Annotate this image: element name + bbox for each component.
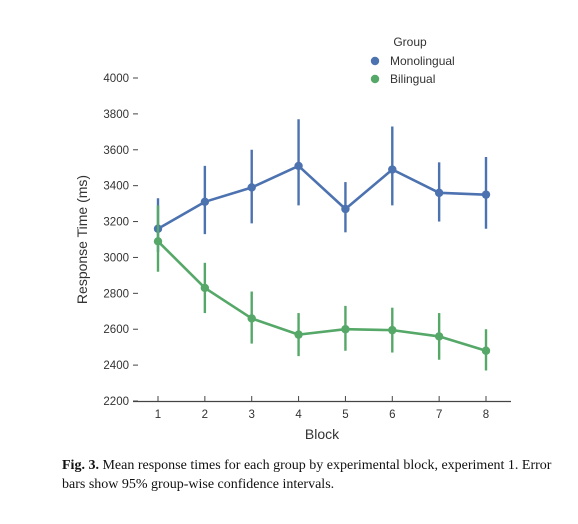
series-layer xyxy=(153,119,491,371)
monolingual-point xyxy=(200,197,210,207)
series-bilingual xyxy=(153,205,491,371)
bilingual-point xyxy=(200,283,210,293)
y-tick-label: 2600 xyxy=(103,324,129,336)
line-chart: 2200 2400 2600 2800 3000 3200 3400 3600 3800 4000… xyxy=(74,35,511,442)
figure-caption: Fig. 3. Mean response times for each gro… xyxy=(62,456,562,494)
caption-label: Fig. 3. xyxy=(62,458,99,473)
legend-marker-monolingual xyxy=(370,56,380,66)
monolingual-point xyxy=(434,188,444,198)
caption-text: Mean response times for each group by ex… xyxy=(62,458,552,492)
monolingual-point xyxy=(481,190,491,199)
x-tick-label: 4 xyxy=(295,409,302,421)
series-monolingual xyxy=(153,119,491,253)
legend-title: Group xyxy=(393,35,427,49)
y-tick-label: 3600 xyxy=(103,145,129,157)
y-tick-label: 2200 xyxy=(103,396,129,408)
bilingual-point xyxy=(247,314,256,323)
legend-marker-bilingual xyxy=(370,74,380,84)
x-tick-label: 7 xyxy=(436,409,442,421)
axes: 2200 2400 2600 2800 3000 3200 3400 3600 3800 4000… xyxy=(74,73,511,442)
monolingual-line xyxy=(157,164,487,230)
legend-label-monolingual: Monolingual xyxy=(390,54,455,68)
bilingual-point xyxy=(341,325,350,334)
bilingual-point xyxy=(434,332,444,341)
x-tick-label: 6 xyxy=(389,409,395,421)
monolingual-point xyxy=(294,161,303,171)
x-tick-label: 5 xyxy=(342,409,348,421)
y-tick-label: 3200 xyxy=(103,217,129,229)
bilingual-point xyxy=(481,346,491,355)
y-tick-label: 2800 xyxy=(103,288,129,300)
y-tick-label: 4000 xyxy=(103,73,129,85)
bilingual-point xyxy=(153,237,163,246)
y-tick-label: 3800 xyxy=(103,109,129,121)
x-axis-title: Block xyxy=(305,426,340,442)
monolingual-point xyxy=(388,165,397,174)
y-tick-label: 3000 xyxy=(103,252,129,264)
x-tick-label: 2 xyxy=(202,409,208,421)
y-axis-title: Response Time (ms) xyxy=(74,175,90,304)
monolingual-point xyxy=(247,183,256,192)
legend-label-bilingual: Bilingual xyxy=(390,72,435,86)
monolingual-point xyxy=(341,204,350,214)
x-tick-label: 3 xyxy=(249,409,255,421)
bilingual-line xyxy=(157,240,487,352)
y-tick-label: 2400 xyxy=(103,360,129,372)
x-tick-label: 1 xyxy=(155,409,161,421)
legend: Group Monolingual Bilingual xyxy=(370,35,455,86)
bilingual-point xyxy=(388,325,397,335)
y-tick-label: 3400 xyxy=(103,181,129,193)
bilingual-point xyxy=(294,330,303,339)
x-tick-label: 8 xyxy=(483,409,489,421)
